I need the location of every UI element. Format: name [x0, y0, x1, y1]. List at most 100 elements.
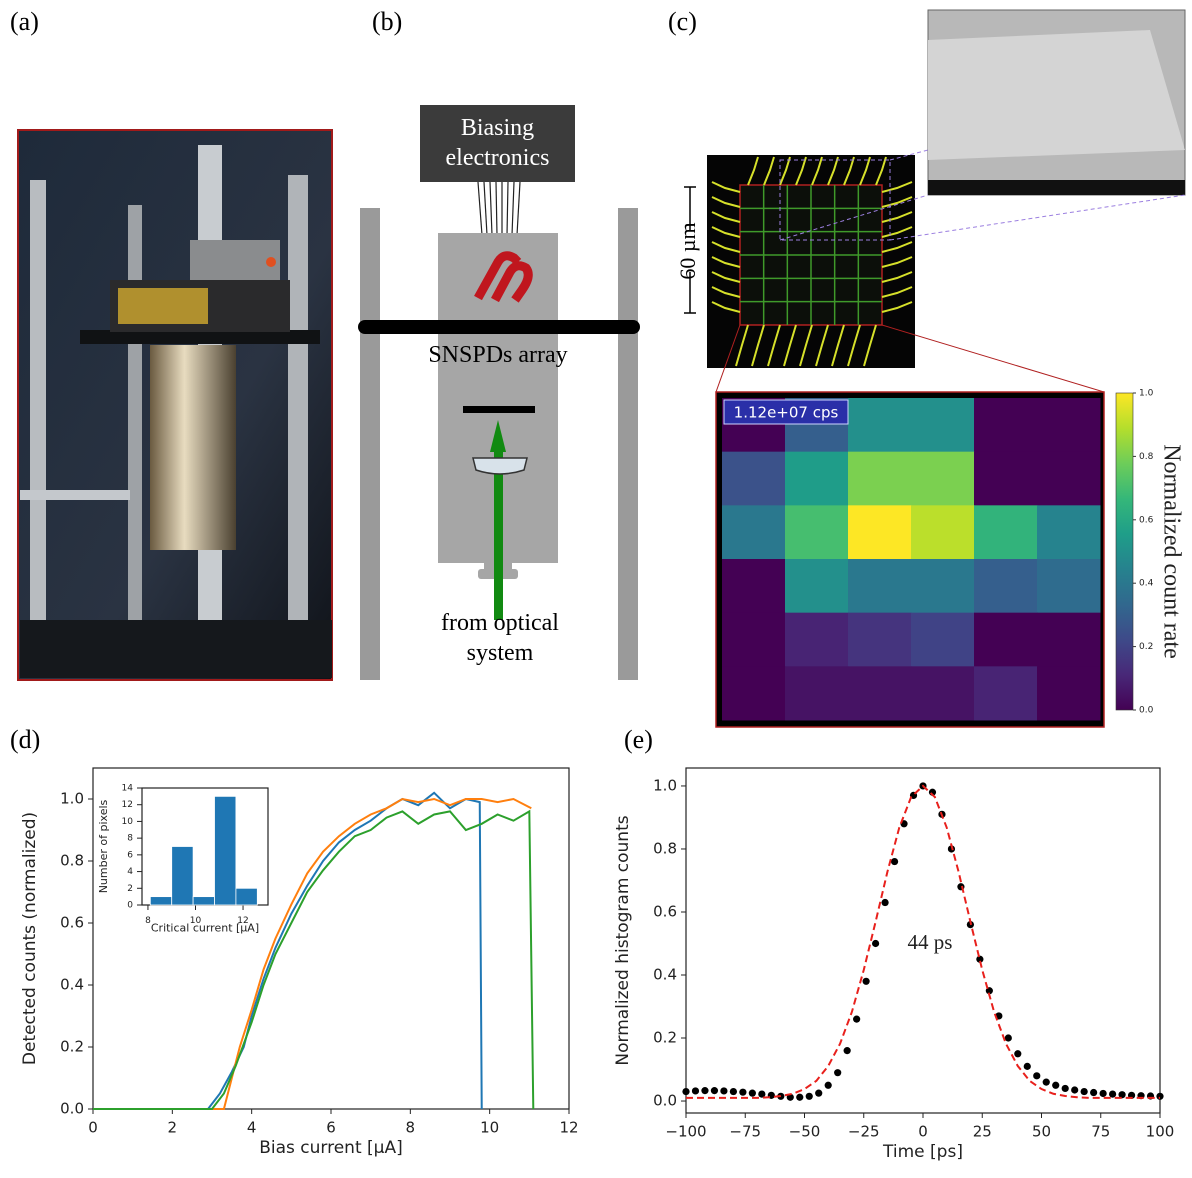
chip-lead — [831, 324, 845, 367]
annotation: 44 ps — [908, 930, 953, 954]
scale-bar — [684, 186, 696, 314]
data-point — [890, 857, 899, 866]
heatmap-cell — [974, 612, 1038, 667]
heatmap-cell — [911, 612, 975, 667]
chip-lead — [881, 286, 913, 298]
y-tick-label: 4 — [127, 867, 133, 877]
series-line — [93, 809, 535, 1110]
data-point — [843, 1047, 851, 1055]
plot-frame — [685, 767, 1161, 1114]
data-point — [758, 1090, 766, 1098]
heatmap-cell — [1037, 451, 1101, 506]
chip-lead — [747, 156, 759, 186]
x-tick-label: 0 — [88, 1119, 98, 1137]
colorbar-tick-label: 0.2 — [1139, 642, 1153, 652]
x-tick-label: 50 — [1032, 1123, 1051, 1141]
x-axis-label: Critical current [μA] — [151, 921, 259, 934]
chip-lead — [711, 256, 741, 268]
chip-lead — [711, 211, 741, 223]
x-tick-label: 75 — [1091, 1123, 1110, 1141]
data-point — [701, 1087, 709, 1095]
chip-lead — [881, 271, 913, 283]
data-point — [1071, 1086, 1079, 1094]
y-tick-label: 0.6 — [60, 914, 84, 932]
scale-label: 60 µm — [675, 222, 700, 279]
data-point — [1080, 1087, 1088, 1096]
x-tick-label: 12 — [237, 916, 248, 926]
chip-lead — [735, 324, 749, 367]
heatmap-cell — [722, 612, 786, 667]
data-point — [824, 1081, 832, 1089]
x-tick-label: 10 — [190, 916, 202, 926]
chip-lead — [711, 241, 741, 253]
heatmap-cell — [1037, 398, 1101, 453]
data-point — [1118, 1091, 1126, 1099]
chip-lead — [827, 156, 839, 186]
y-tick-label: 0.0 — [60, 1100, 84, 1118]
x-tick-label: −50 — [789, 1123, 821, 1141]
data-point — [720, 1087, 728, 1095]
heatmap-cell — [785, 666, 849, 721]
heatmap-cell — [848, 666, 912, 721]
chip-lead — [799, 324, 813, 367]
y-tick-label: 8 — [127, 834, 133, 844]
data-point — [1156, 1092, 1164, 1100]
y-tick-label: 0.0 — [653, 1092, 677, 1110]
sem-inset — [779, 9, 1186, 241]
chip-lead — [811, 156, 823, 186]
chip-lead — [815, 324, 829, 367]
colorbar-label: Normalized count rate — [1158, 444, 1184, 659]
chip-lead — [881, 241, 913, 253]
heatmap-cell — [848, 398, 912, 453]
heatmap-cell — [974, 505, 1038, 560]
y-axis-label: Normalized histogram counts — [613, 815, 633, 1065]
electronics-label: Biasing electronics — [445, 115, 550, 171]
heatmap-cell — [1037, 505, 1101, 560]
data-point — [985, 987, 993, 995]
heatmap-cell — [722, 505, 786, 560]
data-point — [1033, 1072, 1041, 1080]
x-tick-label: 25 — [973, 1123, 992, 1141]
data-point — [682, 1087, 690, 1096]
heatmap-cell — [722, 666, 786, 721]
source-label: from optical system — [441, 610, 559, 666]
chip-lead — [711, 196, 741, 208]
y-axis-label: Detected counts (normalized) — [20, 812, 40, 1065]
y-tick-label: 0.2 — [653, 1029, 677, 1047]
heatmap-cell — [722, 559, 786, 614]
data-point — [1109, 1090, 1117, 1098]
data-point — [853, 1015, 861, 1023]
chip-lead — [711, 271, 741, 283]
detector-label: SNSPDs array — [428, 342, 568, 368]
y-axis-label: Number of pixels — [97, 799, 110, 893]
chip-lead — [767, 324, 781, 367]
data-point — [1061, 1084, 1069, 1093]
heatmap-cell — [848, 559, 912, 614]
chip-lead — [711, 226, 741, 238]
x-tick-label: 0 — [918, 1123, 928, 1141]
zoom-lines — [715, 324, 1105, 393]
chip-lead — [843, 156, 855, 186]
heatmap-cell — [785, 505, 849, 560]
series-line — [686, 784, 1160, 1099]
chip-lead — [751, 324, 765, 367]
plot-frame — [141, 787, 269, 906]
data-point — [691, 1087, 700, 1095]
chip-lead — [881, 181, 913, 193]
x-tick-label: 10 — [480, 1119, 499, 1137]
x-tick-label: 100 — [1146, 1123, 1175, 1141]
heatmap-cell — [911, 505, 975, 560]
y-tick-label: 0.4 — [60, 976, 84, 994]
data-point — [729, 1087, 738, 1096]
panel-label: (a) — [10, 7, 39, 36]
data-point — [1090, 1088, 1098, 1097]
data-point — [1099, 1089, 1107, 1098]
heatmap-cell — [974, 559, 1038, 614]
data-point — [834, 1069, 842, 1077]
data-point — [881, 898, 889, 907]
chip-lead — [795, 156, 807, 186]
x-tick-label: 8 — [145, 916, 151, 926]
data-point — [748, 1089, 756, 1097]
annotation-box — [723, 399, 849, 425]
colorbar-tick-label: 0.0 — [1139, 706, 1154, 716]
